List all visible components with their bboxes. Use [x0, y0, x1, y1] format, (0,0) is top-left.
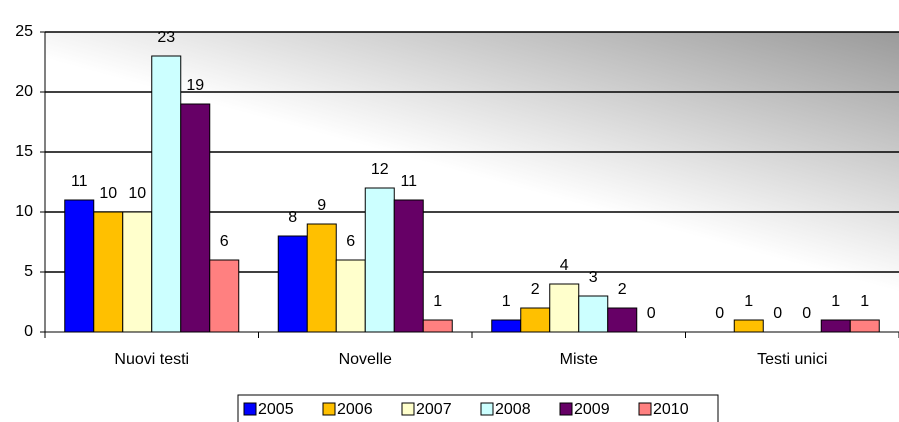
legend-label: 2005	[258, 401, 294, 418]
legend-label: 2010	[653, 401, 689, 418]
bar	[422, 319, 453, 333]
x-tick-label: Miste	[560, 351, 598, 368]
value-label: 4	[560, 257, 569, 274]
value-label: 2	[618, 281, 627, 298]
value-label: 0	[715, 305, 724, 322]
bar	[549, 283, 580, 333]
y-tick-label: 15	[15, 143, 33, 160]
legend-label: 2009	[574, 401, 610, 418]
bar	[306, 223, 337, 333]
bar	[520, 307, 551, 333]
legend-swatch	[638, 402, 652, 416]
value-label: 11	[400, 173, 417, 190]
value-label: 0	[773, 305, 782, 322]
legend-swatch	[480, 402, 494, 416]
y-tick-label: 25	[15, 23, 33, 40]
value-label: 1	[831, 293, 840, 310]
bar	[393, 199, 424, 333]
x-tick-label: Nuovi testi	[114, 351, 189, 368]
value-label: 3	[589, 269, 598, 286]
legend-swatch	[401, 402, 415, 416]
bar	[607, 307, 638, 333]
y-tick-label: 20	[15, 83, 33, 100]
value-label: 1	[502, 293, 511, 310]
bar	[849, 319, 880, 333]
legend-label: 2007	[416, 401, 452, 418]
value-label: 0	[802, 305, 811, 322]
value-label: 12	[371, 161, 389, 178]
value-label: 1	[744, 293, 753, 310]
bar	[209, 259, 240, 333]
bar	[122, 211, 153, 333]
x-tick-label: Novelle	[339, 351, 392, 368]
value-label: 6	[346, 233, 355, 250]
value-label: 11	[71, 173, 88, 190]
value-label: 1	[860, 293, 869, 310]
value-label: 6	[220, 233, 229, 250]
bar	[820, 319, 851, 333]
x-tick-label: Testi unici	[757, 351, 827, 368]
y-tick-label: 5	[24, 263, 33, 280]
value-label: 8	[288, 209, 297, 226]
bar	[93, 211, 124, 333]
legend-box	[237, 394, 719, 422]
bar	[64, 199, 95, 333]
value-label: 10	[128, 185, 146, 202]
legend-swatch	[243, 402, 257, 416]
bar	[180, 103, 211, 333]
value-label: 0	[647, 305, 656, 322]
value-label: 10	[99, 185, 117, 202]
bar	[733, 319, 764, 333]
value-label: 19	[186, 77, 204, 94]
value-label: 2	[531, 281, 540, 298]
bar	[335, 259, 366, 333]
bar	[364, 187, 395, 333]
bar	[151, 55, 182, 333]
y-tick-label: 10	[15, 203, 33, 220]
value-label: 23	[157, 29, 175, 46]
bar	[277, 235, 308, 333]
y-tick-label: 0	[24, 323, 33, 340]
value-label: 9	[317, 197, 326, 214]
legend-label: 2006	[337, 401, 373, 418]
bar	[578, 295, 609, 333]
legend-swatch	[322, 402, 336, 416]
value-label: 1	[433, 293, 442, 310]
bar	[491, 319, 522, 333]
legend-label: 2008	[495, 401, 531, 418]
legend-swatch	[559, 402, 573, 416]
